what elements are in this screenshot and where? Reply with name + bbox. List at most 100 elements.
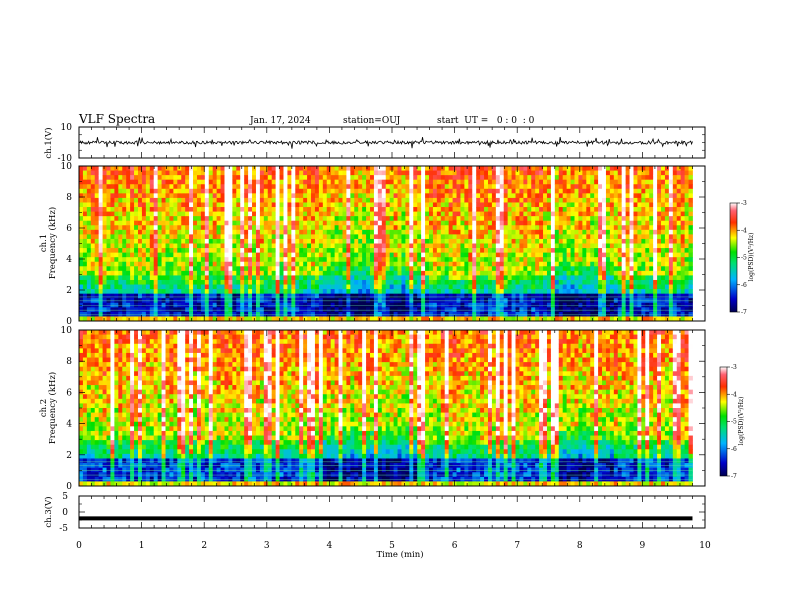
spectrogram-cell bbox=[334, 238, 339, 244]
spectrogram-cell bbox=[118, 175, 123, 181]
spectrogram-cell bbox=[252, 275, 257, 281]
spectrogram-cell bbox=[464, 261, 469, 267]
spectrogram-cell bbox=[318, 275, 324, 281]
spectrogram-cell bbox=[252, 229, 257, 235]
spectrogram-cell bbox=[204, 197, 210, 203]
spectrogram-cell bbox=[366, 284, 371, 290]
spectrogram-cell bbox=[531, 216, 536, 222]
spectrogram-cell bbox=[208, 211, 214, 217]
spectrogram-cell bbox=[334, 307, 339, 313]
spectrogram-cell bbox=[153, 193, 159, 199]
spectrogram-cell bbox=[216, 216, 221, 222]
spectrogram-cell bbox=[106, 211, 111, 217]
spectrogram-cell bbox=[468, 316, 473, 322]
spectrogram-cell bbox=[79, 293, 84, 299]
spectrogram-cell bbox=[165, 293, 170, 299]
spectrogram-cell bbox=[263, 179, 269, 185]
spectrogram-cell bbox=[531, 257, 536, 263]
spectrogram-cell bbox=[625, 234, 630, 240]
spectrogram-cell bbox=[456, 307, 461, 313]
spectrogram-cell bbox=[220, 243, 225, 249]
spectrogram-cell bbox=[232, 225, 237, 231]
spectrogram-cell bbox=[291, 261, 296, 267]
spectrogram-cell bbox=[153, 234, 159, 240]
spectrogram-cell bbox=[322, 234, 328, 240]
spectrogram-cell bbox=[118, 234, 123, 240]
spectrogram-cell bbox=[358, 225, 363, 231]
spectrogram-cell bbox=[303, 166, 308, 171]
spectrogram-cell bbox=[385, 220, 391, 226]
spectrogram-cell bbox=[275, 175, 280, 181]
spectrogram-cell bbox=[240, 211, 245, 217]
spectrogram-cell bbox=[480, 289, 485, 295]
spectrogram-cell bbox=[566, 266, 571, 272]
spectrogram-cell bbox=[625, 193, 630, 199]
spectrogram-cell bbox=[460, 170, 465, 176]
spectrogram-cell bbox=[578, 170, 583, 176]
spectrogram-cell bbox=[106, 220, 111, 226]
spectrogram-cell bbox=[629, 193, 634, 199]
spectrogram-cell bbox=[153, 311, 159, 317]
spectrogram-cell bbox=[460, 175, 465, 181]
spectrogram-cell bbox=[417, 207, 422, 212]
spectrogram-cell bbox=[255, 193, 261, 199]
spectrogram-cell bbox=[543, 202, 548, 208]
spectrogram-cell bbox=[570, 279, 575, 285]
spectrogram-cell bbox=[432, 266, 438, 272]
spectrogram-cell bbox=[307, 184, 312, 190]
spectrogram-cell bbox=[484, 284, 489, 290]
spectrogram-cell bbox=[165, 202, 170, 208]
spectrogram-cell bbox=[409, 175, 414, 181]
spectrogram-cell bbox=[248, 202, 253, 208]
spectrogram-cell bbox=[185, 316, 190, 322]
spectrogram-cell bbox=[311, 188, 316, 194]
spectrogram-cell bbox=[429, 289, 434, 295]
spectrogram-cell bbox=[558, 266, 564, 272]
spectrogram-cell bbox=[472, 225, 477, 231]
spectrogram-cell bbox=[617, 293, 623, 299]
spectrogram-cell bbox=[220, 197, 225, 203]
spectrogram-cell bbox=[366, 248, 371, 254]
spectrogram-cell bbox=[130, 193, 135, 199]
spectrogram-cell bbox=[515, 220, 520, 226]
spectrogram-cell bbox=[216, 257, 221, 263]
spectrogram-cell bbox=[484, 261, 489, 267]
spectrogram-cell bbox=[169, 243, 174, 249]
spectrogram-cell bbox=[539, 170, 544, 176]
spectrogram-cell bbox=[535, 261, 540, 267]
spectrogram-cell bbox=[373, 270, 379, 276]
spectrogram-cell bbox=[102, 216, 107, 222]
spectrogram-cell bbox=[334, 266, 339, 272]
spectrogram-cell bbox=[232, 197, 237, 203]
spectrogram-cell bbox=[271, 216, 277, 222]
spectrogram-cell bbox=[122, 248, 127, 254]
spectrogram-cell bbox=[515, 193, 520, 199]
spectrogram-cell bbox=[224, 220, 229, 226]
spectrogram-cell bbox=[594, 202, 599, 208]
spectrogram-cell bbox=[487, 279, 493, 285]
spectrogram-cell bbox=[491, 284, 497, 290]
spectrogram-cell bbox=[299, 184, 304, 190]
spectrogram-cell bbox=[543, 220, 548, 226]
spectrogram-cell bbox=[134, 270, 139, 276]
spectrogram-cell bbox=[118, 216, 123, 222]
spectrogram-cell bbox=[157, 229, 162, 235]
spectrogram-cell bbox=[381, 175, 387, 181]
spectrogram-cell bbox=[409, 243, 414, 249]
spectrogram-cell bbox=[122, 266, 127, 272]
spectrogram-cell bbox=[401, 243, 406, 249]
spectrogram-cell bbox=[421, 225, 426, 231]
spectrogram-cell bbox=[452, 311, 457, 317]
spectrogram-cell bbox=[271, 289, 277, 295]
spectrogram-cell bbox=[586, 179, 591, 185]
spectrogram-cell bbox=[429, 270, 434, 276]
spectrogram-cell bbox=[503, 234, 509, 240]
spectrogram-cell bbox=[110, 293, 115, 299]
spectrogram-cell bbox=[232, 279, 237, 285]
spectrogram-cell bbox=[582, 184, 587, 190]
spectrogram-cell bbox=[200, 284, 206, 290]
spectrogram-cell bbox=[287, 188, 292, 194]
spectrogram-cell bbox=[169, 197, 174, 203]
spectrogram-cell bbox=[425, 279, 430, 285]
spectrogram-cell bbox=[177, 220, 182, 226]
